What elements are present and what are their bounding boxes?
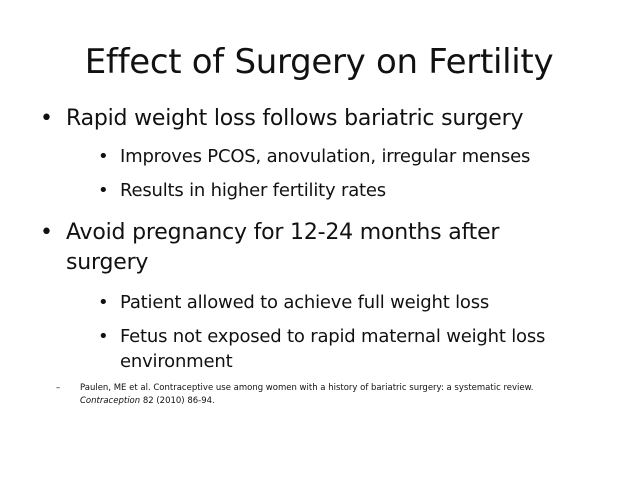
reference-suffix: 82 (2010) 86-94. — [140, 396, 215, 406]
sub-bullet-marker: • — [98, 326, 109, 347]
sub-bullet-marker: • — [98, 146, 109, 167]
sub-bullet-item: • Patient allowed to achieve full weight… — [98, 290, 630, 315]
reference-journal: Contraception — [80, 396, 141, 406]
sub-bullet-item: • Results in higher fertility rates — [98, 178, 630, 203]
reference-citation: – Paulen, ME et al. Contraceptive use am… — [56, 382, 575, 408]
sub-bullet-item: • Improves PCOS, anovulation, irregular … — [98, 144, 630, 169]
bullet-marker: • — [40, 220, 53, 245]
reference-dash: – — [56, 383, 61, 393]
bullet-item: • Avoid pregnancy for 12-24 months after… — [40, 218, 546, 278]
reference-prefix: Paulen, ME et al. Contraceptive use amon… — [80, 383, 534, 393]
bullet-item: • Rapid weight loss follows bariatric su… — [40, 104, 626, 134]
sub-bullet-text: Improves PCOS, anovulation, irregular me… — [120, 146, 531, 167]
bullet-marker: • — [40, 106, 53, 131]
sub-bullet-text: Results in higher fertility rates — [120, 180, 386, 201]
sub-bullet-marker: • — [98, 180, 109, 201]
sub-bullet-item: • Fetus not exposed to rapid maternal we… — [98, 324, 570, 374]
bullet-text: Rapid weight loss follows bariatric surg… — [66, 106, 524, 131]
slide-title: Effect of Surgery on Fertility — [84, 42, 554, 82]
bullet-text: Avoid pregnancy for 12-24 months after s… — [66, 220, 500, 275]
sub-bullet-text: Patient allowed to achieve full weight l… — [120, 292, 490, 313]
sub-bullet-text: Fetus not exposed to rapid maternal weig… — [120, 326, 546, 372]
sub-bullet-marker: • — [98, 292, 109, 313]
